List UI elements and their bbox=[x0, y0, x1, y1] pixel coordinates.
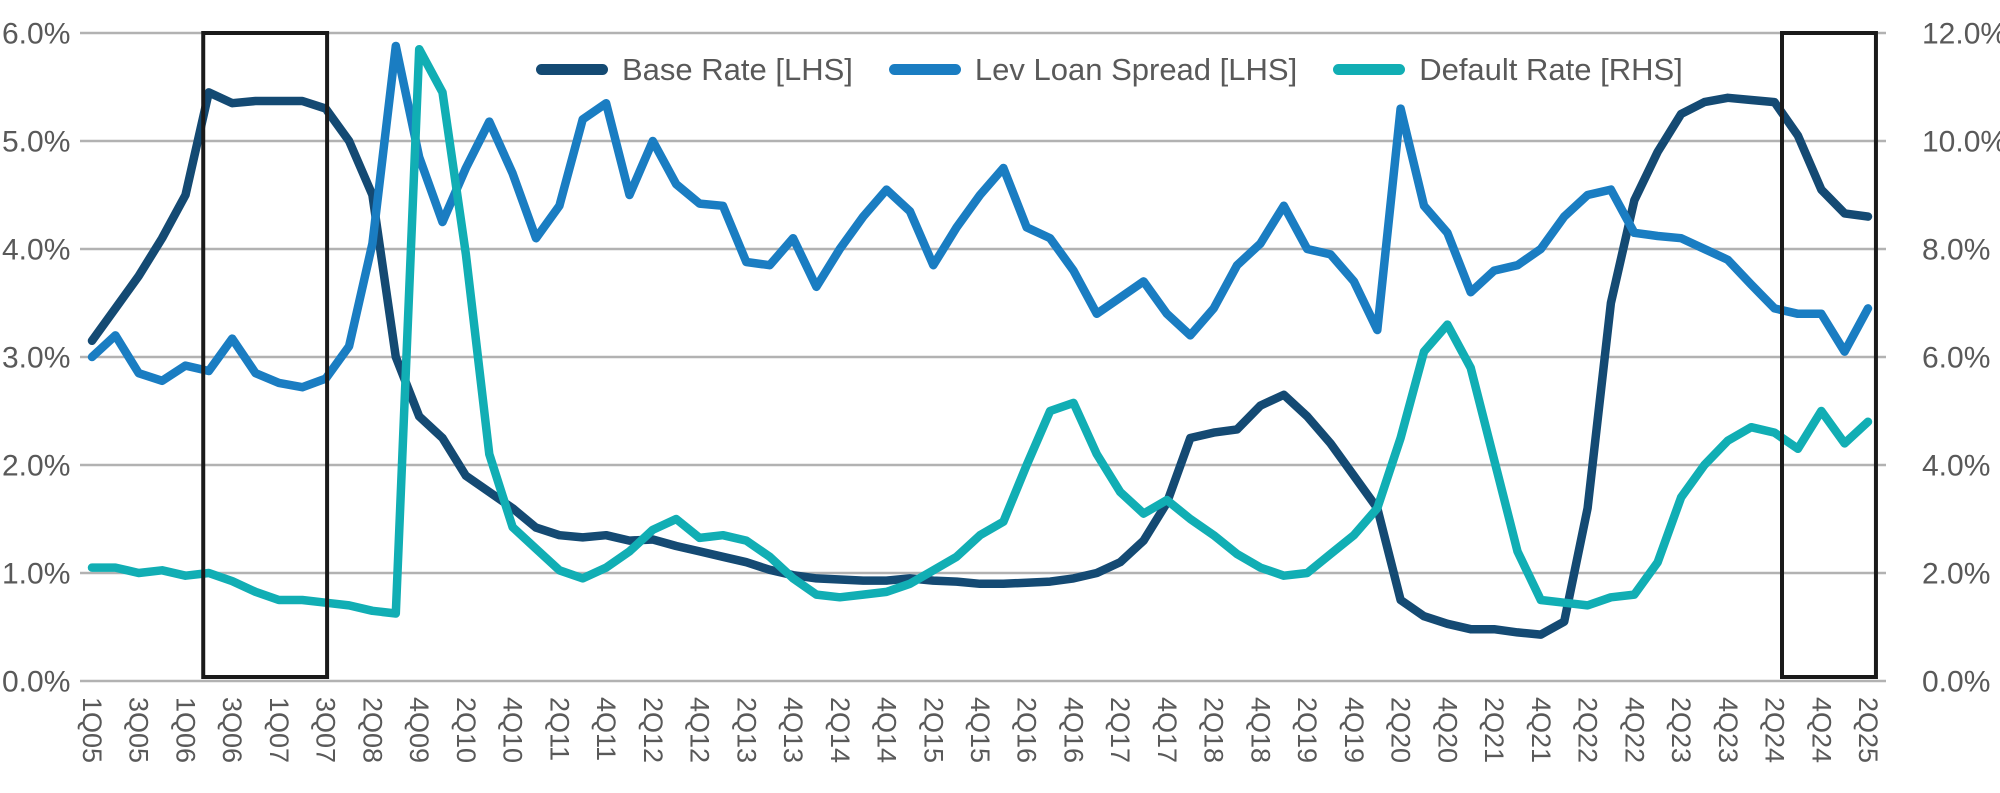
right-axis-tick-label: 2.0% bbox=[1922, 558, 1990, 591]
series-line-lev-loan-spread bbox=[87, 41, 1873, 392]
x-axis-tick-label: 2Q15 bbox=[918, 697, 948, 763]
x-axis-tick-label: 4Q18 bbox=[1245, 697, 1275, 763]
x-axis-tick-label: 1Q05 bbox=[77, 697, 107, 763]
left-axis-tick-label: 6.0% bbox=[2, 18, 70, 51]
right-axis-tick-label: 8.0% bbox=[1922, 234, 1990, 267]
series-line-base-rate bbox=[87, 88, 1873, 639]
right-axis-tick-label: 0.0% bbox=[1922, 666, 1990, 699]
legend-marker-default-rate bbox=[1333, 64, 1406, 75]
x-axis-tick-label: 2Q08 bbox=[357, 697, 387, 763]
right-axis-tick-label: 10.0% bbox=[1922, 126, 2000, 159]
x-axis-tick-label: 2Q25 bbox=[1853, 697, 1883, 763]
legend-label-lev-loan-spread: Lev Loan Spread [LHS] bbox=[974, 52, 1298, 87]
left-axis-tick-label: 0.0% bbox=[2, 666, 70, 699]
left-axis-tick-label: 2.0% bbox=[2, 450, 70, 483]
x-axis-tick-label: 2Q21 bbox=[1479, 697, 1509, 763]
x-axis-tick-label: 2Q10 bbox=[451, 697, 481, 763]
legend-item-default-rate: Default Rate [RHS] bbox=[1333, 54, 1683, 85]
x-axis-tick-label: 4Q13 bbox=[778, 697, 808, 763]
highlight-box bbox=[201, 31, 330, 679]
x-axis-tick-label: 4Q20 bbox=[1432, 697, 1462, 763]
x-axis-tick-label: 4Q10 bbox=[498, 697, 528, 763]
x-axis-tick-label: 2Q16 bbox=[1012, 697, 1042, 763]
x-axis-tick-label: 4Q23 bbox=[1713, 697, 1743, 763]
x-axis-tick-label: 4Q11 bbox=[591, 697, 621, 761]
highlight-box bbox=[1780, 31, 1878, 679]
right-axis-tick-label: 4.0% bbox=[1922, 450, 1990, 483]
x-axis-tick-label: 2Q14 bbox=[825, 697, 855, 763]
x-axis-tick-label: 2Q11 bbox=[544, 697, 574, 761]
x-axis-tick-label: 3Q05 bbox=[124, 697, 154, 763]
x-axis-tick-label: 2Q20 bbox=[1386, 697, 1416, 763]
legend-marker-base-rate bbox=[536, 64, 608, 75]
x-axis-tick-label: 4Q19 bbox=[1339, 697, 1369, 763]
legend-label-default-rate: Default Rate [RHS] bbox=[1419, 52, 1683, 87]
x-axis-tick-label: 4Q24 bbox=[1806, 697, 1836, 763]
x-axis-tick-label: 2Q23 bbox=[1666, 697, 1696, 763]
x-axis-tick-label: 4Q14 bbox=[872, 697, 902, 763]
x-axis-tick-label: 3Q07 bbox=[311, 697, 341, 763]
right-axis-tick-label: 6.0% bbox=[1922, 342, 1990, 375]
x-axis-tick-label: 1Q07 bbox=[264, 697, 294, 763]
x-axis-tick-label: 4Q21 bbox=[1526, 697, 1556, 763]
x-axis-tick-label: 4Q17 bbox=[1152, 697, 1182, 763]
x-axis-tick-label: 2Q24 bbox=[1760, 697, 1790, 763]
x-axis-tick-label: 2Q12 bbox=[638, 697, 668, 763]
legend-item-base-rate: Base Rate [LHS] bbox=[536, 54, 853, 85]
left-axis-tick-label: 4.0% bbox=[2, 234, 70, 267]
left-axis-tick-label: 1.0% bbox=[2, 558, 70, 591]
x-axis-tick-label: 2Q22 bbox=[1573, 697, 1603, 763]
left-axis-tick-label: 3.0% bbox=[2, 342, 70, 375]
legend-item-lev-loan-spread: Lev Loan Spread [LHS] bbox=[888, 52, 1298, 87]
x-axis-tick-label: 3Q06 bbox=[217, 697, 247, 763]
x-axis-tick-label: 4Q12 bbox=[685, 697, 715, 763]
x-axis-tick-label: 2Q19 bbox=[1292, 697, 1322, 763]
series-line-default-rate bbox=[87, 44, 1873, 618]
x-axis-tick-label: 4Q15 bbox=[965, 697, 995, 763]
x-axis-tick-label: 2Q17 bbox=[1105, 697, 1135, 763]
x-axis-tick-label: 2Q13 bbox=[731, 697, 761, 763]
x-axis-tick-label: 2Q18 bbox=[1199, 697, 1229, 763]
x-axis-tick-label: 4Q22 bbox=[1619, 697, 1649, 763]
chart-legend: Base Rate [LHS] Lev Loan Spread [LHS] Defa… bbox=[536, 54, 1683, 85]
legend-marker-lev-loan-spread bbox=[888, 64, 961, 75]
left-axis-tick-label: 5.0% bbox=[2, 126, 70, 159]
x-axis-tick-label: 4Q09 bbox=[404, 697, 434, 763]
x-axis-tick-label: 4Q16 bbox=[1058, 697, 1088, 763]
right-axis-tick-label: 12.0% bbox=[1922, 18, 2000, 51]
legend-label-base-rate: Base Rate [LHS] bbox=[622, 52, 853, 87]
x-axis-tick-label: 1Q06 bbox=[170, 697, 200, 763]
